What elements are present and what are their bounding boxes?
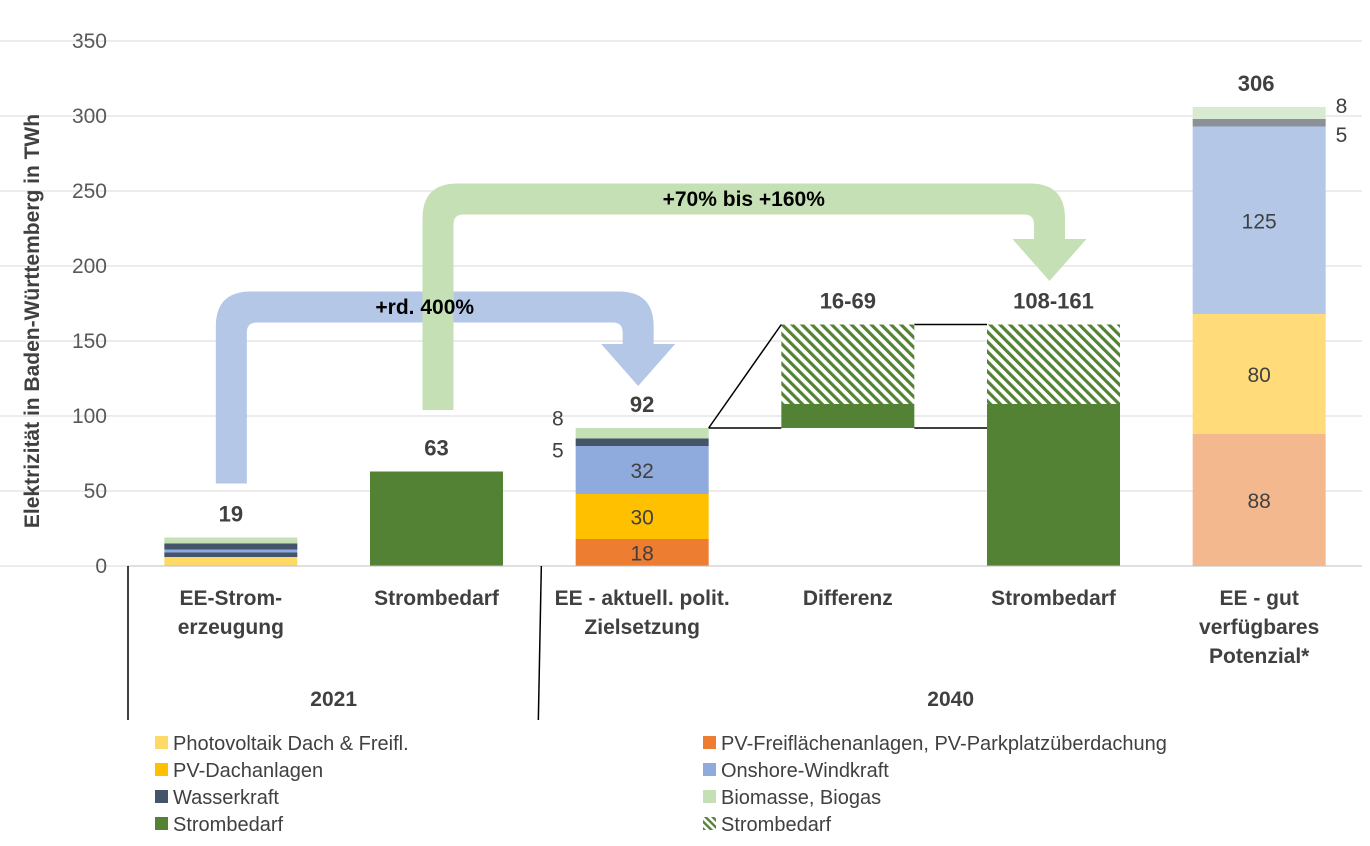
connector-top-diagonal — [708, 324, 782, 429]
y-tick-0: 0 — [95, 555, 107, 578]
bar-2-total: 63 — [424, 436, 448, 461]
bar-6-total: 306 — [1238, 71, 1275, 96]
bar-3-label-4: 5 — [552, 439, 564, 462]
legend-label-4: Onshore-Windkraft — [721, 760, 889, 782]
bar-3-label-5: 8 — [552, 407, 564, 430]
x-label-6-line-3: Potenzial* — [1209, 645, 1310, 668]
bar-3-label-3: 32 — [630, 460, 653, 483]
legend-swatch-4 — [703, 763, 716, 776]
x-label-4-line-1: Differenz — [803, 587, 893, 610]
legend-swatch-6 — [703, 790, 716, 803]
bar-5-segment-1 — [987, 404, 1120, 566]
group-label-2040: 2040 — [927, 688, 974, 711]
bar-1-segment-3 — [164, 549, 298, 553]
group-separator-middle — [537, 565, 543, 721]
bar-1-segment-1 — [164, 557, 298, 566]
bar-6-label-2: 80 — [1247, 364, 1270, 387]
legend-label-7: Strombedarf — [173, 814, 283, 836]
bar-6-segment-1 — [1192, 434, 1326, 566]
bar-3-segment-2 — [575, 494, 709, 539]
bar-6-segment-3 — [1192, 126, 1326, 314]
bar-3-total: 92 — [630, 392, 654, 417]
bar-3-label-1: 18 — [630, 543, 653, 566]
y-tick-50: 50 — [84, 480, 107, 503]
legend-label-8: Strombedarf — [721, 814, 831, 836]
y-tick-150: 150 — [72, 330, 107, 353]
y-tick-350: 350 — [72, 30, 107, 53]
legend-label-1: Photovoltaik Dach & Freifl. — [173, 733, 409, 755]
x-label-2-line-1: Strombedarf — [374, 587, 500, 610]
bar-2-segment-1 — [370, 471, 503, 566]
legend-swatch-5 — [155, 790, 168, 803]
bar-3-segment-1 — [575, 539, 709, 566]
x-label-1-line-1: EE-Strom- — [179, 587, 282, 610]
bar-6-segment-5 — [1192, 107, 1326, 119]
bar-3-label-2: 30 — [630, 507, 653, 530]
bar-6-segment-2 — [1192, 314, 1326, 434]
bar-1-segment-5 — [164, 537, 298, 544]
bar-1-total: 19 — [219, 502, 243, 527]
bar-6-label-5: 8 — [1336, 95, 1348, 118]
bar-3-segment-3 — [575, 446, 709, 494]
legend-label-3: PV-Dachanlagen — [173, 760, 323, 782]
x-label-6-line-2: verfügbares — [1199, 616, 1319, 639]
legend: Photovoltaik Dach & Freifl. PV-Freifläche… — [155, 733, 1167, 836]
x-label-5-line-1: Strombedarf — [991, 587, 1117, 610]
y-tick-300: 300 — [72, 105, 107, 128]
legend-swatch-2 — [703, 736, 716, 749]
y-tick-200: 200 — [72, 255, 107, 278]
bar-1-segment-4 — [164, 543, 298, 550]
bar-4-total: 16-69 — [820, 289, 876, 314]
arrow-1-label: +rd. 400% — [375, 296, 474, 319]
axes — [127, 323, 1362, 721]
legend-label-2: PV-Freiflächenanlagen, PV-Parkplatzüberd… — [721, 733, 1167, 755]
bars — [164, 107, 1326, 566]
group-label-2021: 2021 — [310, 688, 357, 711]
arrow-2-label: +70% bis +160% — [663, 188, 826, 211]
legend-label-6: Biomasse, Biogas — [721, 787, 881, 809]
arrows — [215, 183, 1087, 484]
legend-swatch-1 — [155, 736, 168, 749]
x-label-3-line-2: Zielsetzung — [584, 616, 700, 639]
bar-4-segment-2 — [781, 404, 915, 428]
arrow-2 — [422, 183, 1087, 410]
labels: 0 50 100 150 200 250 300 350 Elektrizität in Bad… — [21, 30, 1347, 711]
x-label-3-line-1: EE - aktuell. polit. — [555, 587, 730, 610]
legend-swatch-7 — [155, 817, 168, 830]
x-label-1-line-2: erzeugung — [178, 616, 284, 639]
bar-5-segment-2 — [987, 324, 1120, 404]
y-tick-100: 100 — [72, 405, 107, 428]
bar-3-segment-4 — [575, 438, 709, 446]
bar-1-segment-2 — [164, 552, 298, 557]
legend-label-5: Wasserkraft — [173, 787, 279, 809]
arrow-1 — [215, 291, 676, 484]
x-label-6-line-1: EE - gut — [1220, 587, 1299, 610]
bar-6-segment-4 — [1192, 119, 1326, 127]
legend-swatch-3 — [155, 763, 168, 776]
bar-6-label-1: 88 — [1247, 490, 1270, 513]
bar-5-total: 108-161 — [1013, 289, 1094, 314]
bar-3-segment-5 — [575, 428, 709, 439]
bar-6-label-3: 125 — [1242, 210, 1277, 233]
bar-4-segment-3 — [781, 324, 915, 404]
y-tick-250: 250 — [72, 180, 107, 203]
legend-swatch-8 — [703, 817, 716, 830]
y-axis-label: Elektrizität in Baden-Württemberg in TWh — [21, 114, 44, 528]
bar-6-label-4: 5 — [1336, 124, 1348, 147]
